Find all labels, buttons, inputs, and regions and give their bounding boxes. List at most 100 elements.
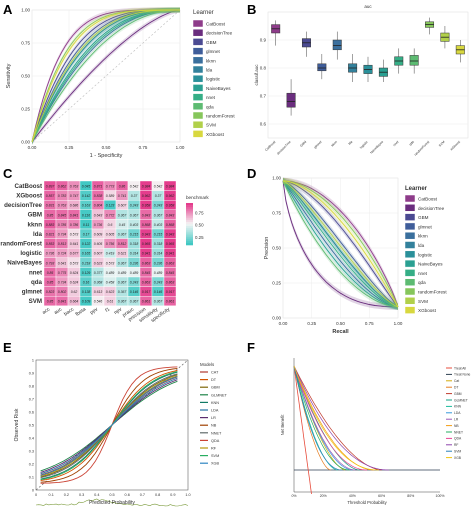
- pr-legend-swatch: [405, 269, 415, 276]
- heatmap-cell-value: 0.734: [58, 233, 67, 237]
- pr-legend-label: decisionTree: [418, 206, 445, 211]
- heatmap-cell-value: 0.871: [94, 185, 103, 189]
- roc-y-tick: 1.00: [21, 8, 30, 13]
- box-x-tick: NaiveBayes: [369, 140, 384, 155]
- heatmap-cell-value: 0.868: [166, 223, 175, 227]
- heatmap-cell-value: 0.367: [118, 261, 127, 265]
- heatmap-legend-tick: 0.50: [195, 223, 204, 228]
- cal-legend-label: NNET: [211, 431, 222, 435]
- pr-legend-label: randomForest: [418, 290, 447, 295]
- heatmap-cell-value: 0.831: [46, 204, 55, 208]
- dca-x-tick: 100%: [436, 494, 445, 498]
- heatmap-cell-value: 0.773: [106, 185, 115, 189]
- heatmap-cell-value: 0.917: [142, 290, 151, 294]
- heatmap-col-label: auc: [53, 306, 63, 316]
- heatmap-cell-value: 0.609: [94, 233, 103, 237]
- cal-legend-label: SVM: [211, 454, 219, 458]
- roc-y-tick: 0.00: [21, 140, 30, 145]
- pr-x-tick: 0.50: [336, 321, 345, 326]
- cal-y-tick: 0.9: [29, 371, 34, 375]
- heatmap-row-label: qda: [31, 279, 43, 286]
- pr-legend-label: XGboost: [418, 308, 437, 313]
- roc-x-tick: 1.00: [176, 145, 185, 150]
- heatmap-cell-value: 0.146: [130, 290, 139, 294]
- heatmap-cell-value: 0.686: [70, 204, 79, 208]
- pr-legend-swatch: [405, 279, 415, 286]
- cal-x-label: Predicted Probability: [89, 500, 135, 506]
- heatmap-cell-value: 0.542: [154, 185, 163, 189]
- heatmap-cell-value: 0.218: [82, 261, 91, 265]
- pr-legend-label: SVM: [418, 299, 428, 304]
- pr-x-tick: 0.00: [279, 321, 288, 326]
- cal-legend-label: DT: [211, 378, 217, 382]
- heatmap-row-label: glmnet: [22, 289, 42, 296]
- box-x-tick: CatBoost: [264, 140, 276, 152]
- heatmap-cell-value: 0.589: [106, 194, 115, 198]
- cal-y-tick: 0.6: [29, 410, 34, 414]
- heatmap-cell-value: 0.86: [119, 185, 126, 189]
- heatmap-cell-value: 0.863: [142, 281, 151, 285]
- pr-legend-swatch: [405, 251, 415, 258]
- box-title: auc: [364, 4, 372, 9]
- box-x-tick: logistic: [359, 140, 369, 150]
- roc-legend-swatch: [193, 48, 203, 55]
- box-x-tick: glmnet: [313, 140, 323, 150]
- heatmap-cell-value: 0.045: [82, 185, 91, 189]
- cal-y-label: Observed Risk: [14, 408, 20, 441]
- dca-legend-label: RF: [454, 443, 458, 447]
- pr-legend-label: NaiveBayes: [418, 262, 443, 267]
- heatmap-legend-step: [186, 237, 193, 239]
- heatmap-cell-value: 0.116: [82, 213, 90, 217]
- heatmap-cell-value: 0.736: [46, 252, 55, 256]
- cal-x-tick: 0.3: [79, 493, 84, 497]
- roc-x-label: 1 - Specificity: [90, 153, 123, 159]
- heatmap-cell-value: 0.542: [130, 185, 139, 189]
- pr-legend-label: GBM: [418, 215, 429, 220]
- heatmap-cell-value: 0.489: [130, 271, 139, 275]
- dca-legend-label: KNN: [454, 405, 462, 409]
- heatmap-cell-value: 0.802: [58, 290, 67, 294]
- dca-x-tick: 40%: [349, 494, 356, 498]
- cal-legend-label: GLMNET: [211, 393, 228, 397]
- roc-legend-swatch: [193, 84, 203, 91]
- pr-x-tick: 0.75: [365, 321, 374, 326]
- heatmap-row-label: lda: [33, 231, 42, 238]
- heatmap-cell-value: 0.941: [166, 252, 175, 256]
- cal-y-tick: 0: [32, 488, 34, 492]
- heatmap-cell-value: 0.623: [106, 290, 115, 294]
- roc-legend-label: NaiveBayes: [206, 86, 231, 91]
- heatmap-cell-value: 0.546: [94, 300, 103, 304]
- roc-legend-label: SVM: [206, 123, 216, 128]
- box-y-tick: 0.9: [260, 38, 267, 43]
- heatmap-cell-value: 0.163: [82, 204, 91, 208]
- decision-curve-panel: 0% 20% 40% 60% 80% 100%Threshold ProbabilityN…: [280, 358, 471, 505]
- cal-y-tick: 0.1: [29, 475, 34, 479]
- heatmap-cell-value: 0.821: [46, 233, 55, 237]
- heatmap-cell-value: 0.823: [46, 290, 55, 294]
- heatmap-legend-title: benchmark: [186, 195, 209, 200]
- heatmap-cell-value: 0.868: [142, 223, 151, 227]
- cal-legend-label: CAT: [211, 371, 219, 375]
- heatmap-cell-value: 0.786: [70, 223, 79, 227]
- heatmap-cell-value: 0.883: [46, 223, 55, 227]
- dca-y-label: Net Benefit: [280, 414, 285, 436]
- roc-legend-label: kknn: [206, 58, 216, 63]
- panel-label-e: E: [3, 340, 12, 355]
- dca-x-tick: 0%: [291, 494, 296, 498]
- dca-legend-label: NB: [454, 424, 459, 428]
- roc-legend-label: XGboost: [206, 132, 225, 137]
- roc-legend-swatch: [193, 103, 203, 110]
- heatmap-cell-value: 0.843: [142, 213, 151, 217]
- box-body: [287, 93, 295, 107]
- heatmap-row-label: decisionTree: [4, 202, 42, 209]
- heatmap-cell-value: 0.85: [47, 300, 54, 304]
- box-body: [318, 64, 326, 71]
- heatmap-cell-value: 0.845: [58, 213, 67, 217]
- dca-legend-label: XGB: [454, 456, 462, 460]
- roc-legend-swatch: [193, 121, 203, 128]
- roc-x-tick: 0.25: [65, 145, 74, 150]
- heatmap-cell-value: 0.861: [142, 300, 151, 304]
- pr-legend-label: glmnet: [418, 224, 433, 229]
- roc-legend-swatch: [193, 94, 203, 101]
